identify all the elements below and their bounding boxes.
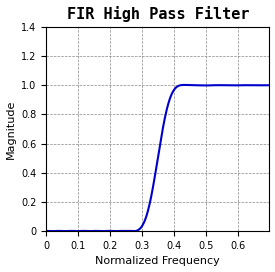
- Title: FIR High Pass Filter: FIR High Pass Filter: [67, 5, 249, 21]
- X-axis label: Normalized Frequency: Normalized Frequency: [95, 256, 220, 267]
- Y-axis label: Magnitude: Magnitude: [6, 99, 16, 159]
